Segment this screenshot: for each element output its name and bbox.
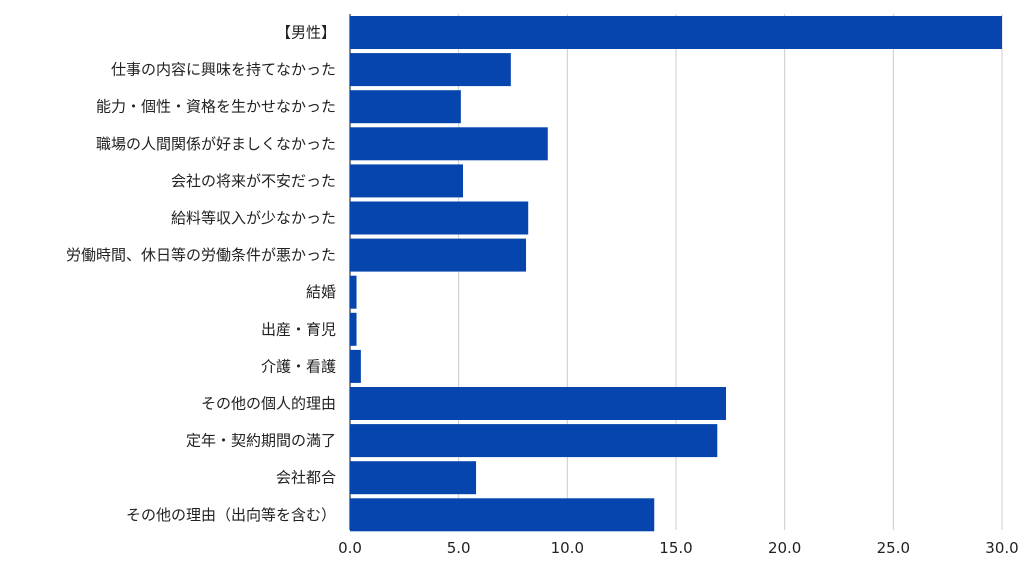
x-tick-labels: 0.0 5.0 10.0 15.0 20.0 25.0 30.0 — [338, 539, 1019, 557]
bars — [350, 16, 1002, 532]
category-label: その他の個人的理由 — [201, 395, 336, 413]
category-label: 能力・個性・資格を生かせなかった — [96, 98, 336, 116]
x-tick-label: 25.0 — [877, 539, 910, 557]
bar — [350, 201, 529, 235]
category-label: 労働時間、休日等の労働条件が悪かった — [66, 246, 336, 264]
x-tick-label: 15.0 — [659, 539, 692, 557]
bar — [350, 312, 357, 346]
category-label: 会社の将来が不安だった — [171, 172, 336, 190]
category-label: その他の理由（出向等を含む） — [126, 506, 336, 524]
bar — [350, 238, 527, 272]
x-tick-label: 5.0 — [447, 539, 471, 557]
category-label: 介護・看護 — [261, 357, 336, 375]
bar — [350, 90, 461, 124]
category-label: 職場の人間関係が好ましくなかった — [96, 135, 336, 153]
bar — [350, 387, 726, 420]
category-label: 給料等収入が少なかった — [171, 209, 336, 227]
bar — [350, 349, 361, 383]
x-tick-label: 10.0 — [551, 539, 584, 557]
x-tick-label: 0.0 — [338, 539, 362, 557]
bar — [350, 127, 548, 161]
category-labels: 【男性】仕事の内容に興味を持てなかった能力・個性・資格を生かせなかった職場の人間… — [66, 24, 336, 524]
bar — [350, 424, 718, 458]
category-label: 定年・契約期間の満了 — [186, 432, 336, 450]
bar — [350, 461, 477, 495]
bar — [350, 16, 1002, 49]
bar — [350, 53, 511, 87]
category-label: 仕事の内容に興味を持てなかった — [111, 61, 336, 79]
bar — [350, 275, 357, 309]
category-label: 会社都合 — [276, 469, 336, 487]
x-tick-label: 20.0 — [768, 539, 801, 557]
bar — [350, 164, 464, 198]
bar — [350, 498, 655, 532]
category-label: 結婚 — [306, 283, 336, 301]
category-label: 【男性】 — [276, 24, 336, 42]
category-label: 出産・育児 — [261, 320, 336, 338]
x-tick-label: 30.0 — [985, 539, 1018, 557]
